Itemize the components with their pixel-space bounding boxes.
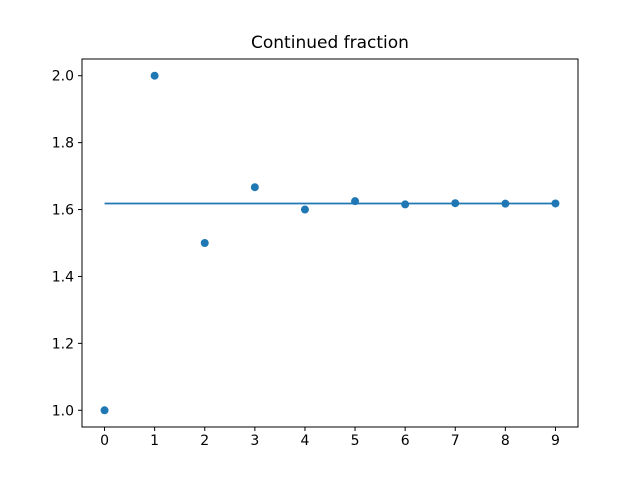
data-point [200,239,209,247]
data-point [150,71,159,80]
x-tick-label: 3 [250,433,259,449]
x-tick-label: 4 [300,433,309,449]
y-tick-label: 1.0 [52,403,74,419]
x-tick-label: 2 [200,433,209,449]
y-tick-label: 1.8 [52,136,74,152]
x-tick-label: 7 [451,433,460,449]
y-tick-label: 1.4 [52,269,74,285]
x-tick-label: 0 [100,433,109,449]
chart-title: Continued fraction [251,33,409,53]
data-point [300,205,309,214]
data-point [250,183,259,192]
x-tick-label: 1 [150,433,159,449]
data-point [100,406,109,415]
y-tick-label: 1.6 [52,203,74,219]
x-tick-label: 6 [401,433,410,449]
x-tick-label: 8 [501,433,510,449]
x-tick-label: 5 [351,433,360,449]
y-tick-label: 2.0 [52,69,74,85]
y-tick-label: 1.2 [52,336,74,352]
axes-spines [81,58,579,428]
x-tick-label: 9 [551,433,560,449]
